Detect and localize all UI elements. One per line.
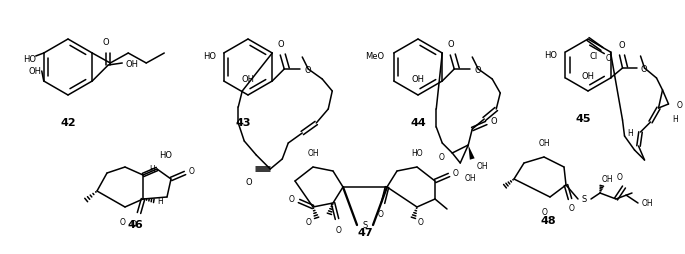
Text: O: O — [306, 217, 312, 226]
Text: O: O — [453, 169, 459, 178]
Text: O: O — [490, 117, 497, 126]
Text: 46: 46 — [127, 219, 143, 229]
Text: O: O — [378, 209, 384, 218]
Text: O: O — [474, 65, 481, 74]
Text: HO: HO — [545, 50, 558, 59]
Text: O: O — [103, 38, 110, 47]
Polygon shape — [469, 146, 475, 160]
Text: OH: OH — [242, 75, 255, 84]
Text: O: O — [304, 65, 311, 74]
Text: O: O — [569, 203, 575, 212]
Text: HO: HO — [159, 150, 172, 159]
Text: HO: HO — [203, 51, 216, 60]
Text: O: O — [448, 40, 455, 49]
Text: O: O — [189, 167, 195, 176]
Text: O: O — [246, 177, 252, 186]
Text: S: S — [582, 195, 586, 204]
Text: O: O — [120, 217, 126, 226]
Text: O: O — [618, 41, 625, 50]
Text: OH: OH — [464, 173, 476, 182]
Text: 42: 42 — [60, 118, 76, 128]
Text: OH: OH — [642, 199, 653, 208]
Text: OH: OH — [476, 161, 488, 170]
Text: HO: HO — [411, 148, 423, 157]
Text: O: O — [336, 225, 342, 234]
Text: H: H — [149, 164, 155, 173]
Text: Cl: Cl — [590, 52, 598, 61]
Text: O: O — [677, 100, 682, 109]
Text: 43: 43 — [235, 118, 251, 128]
Text: S: S — [362, 221, 368, 230]
Text: H: H — [157, 197, 163, 206]
Text: O: O — [617, 172, 623, 181]
Text: OH: OH — [582, 72, 595, 81]
Text: HO: HO — [23, 54, 36, 63]
Text: OH: OH — [412, 75, 425, 84]
Text: OH: OH — [307, 148, 319, 157]
Text: O: O — [289, 195, 295, 204]
Text: 45: 45 — [575, 114, 590, 123]
Text: O: O — [278, 40, 284, 49]
Text: H: H — [627, 128, 632, 137]
Text: O: O — [606, 54, 612, 63]
Text: 48: 48 — [540, 215, 556, 225]
Text: O: O — [438, 153, 445, 162]
Text: OH: OH — [29, 67, 42, 76]
Text: 47: 47 — [357, 227, 373, 237]
Text: OH: OH — [538, 138, 550, 147]
Text: OH: OH — [125, 59, 138, 68]
Text: OH: OH — [602, 174, 614, 183]
Text: MeO: MeO — [364, 51, 384, 60]
Text: H: H — [673, 115, 678, 123]
Text: O: O — [640, 64, 647, 73]
Text: O: O — [131, 219, 137, 228]
Text: O: O — [418, 217, 424, 226]
Text: O: O — [542, 207, 548, 216]
Text: 44: 44 — [410, 118, 426, 128]
